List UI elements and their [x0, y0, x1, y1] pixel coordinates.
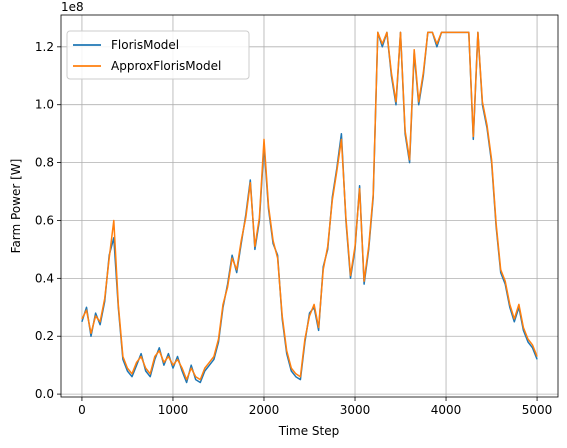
y-tick-label: 0.6	[35, 213, 54, 227]
y-tick-label: 1.0	[35, 98, 54, 112]
x-tick-label: 2000	[249, 403, 280, 417]
x-tick-label: 1000	[158, 403, 189, 417]
x-tick-label: 5000	[522, 403, 553, 417]
axis-ticks: 0 1000 2000 3000 4000 5000 0.0 0.2 0.4 0.6 0.8 1.0 1…	[35, 40, 552, 417]
y-tick-label: 0.4	[35, 271, 54, 285]
legend-label-florismodel: FlorisModel	[111, 38, 179, 52]
y-tick-label: 0.8	[35, 156, 54, 170]
legend-label-approxflorismodel: ApproxFlorisModel	[111, 59, 221, 73]
x-tick-label: 3000	[340, 403, 371, 417]
y-tick-label: 1.2	[35, 40, 54, 54]
y-axis-label: Farm Power [W]	[9, 159, 23, 254]
grid-lines	[61, 15, 558, 397]
y-offset-label: 1e8	[61, 0, 84, 14]
x-axis-label: Time Step	[278, 424, 340, 438]
legend: FlorisModel ApproxFlorisModel	[66, 30, 250, 80]
y-tick-label: 0.0	[35, 387, 54, 401]
legend-box	[66, 30, 250, 80]
series-line-approxflorismodel	[81, 31, 538, 381]
x-tick-label: 0	[78, 403, 86, 417]
x-tick-label: 4000	[431, 403, 462, 417]
y-tick-label: 0.2	[35, 329, 54, 343]
series-lines	[81, 31, 538, 384]
series-line-florismodel	[81, 31, 538, 384]
plot-frame	[60, 14, 559, 398]
